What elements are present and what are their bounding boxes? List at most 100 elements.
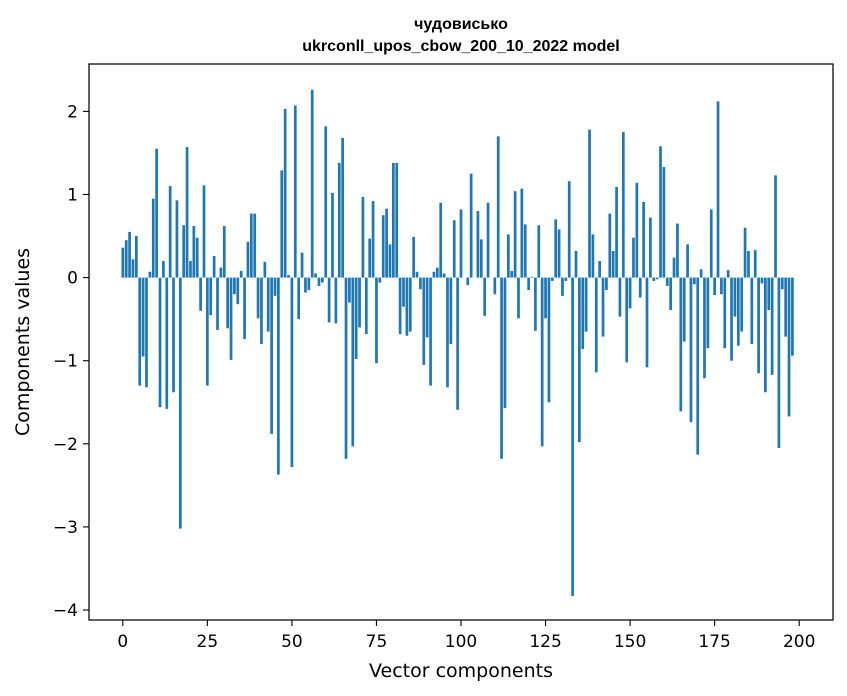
x-tick-label: 50 xyxy=(281,632,303,652)
bar xyxy=(703,277,706,379)
bar xyxy=(632,237,635,278)
x-tick-label: 150 xyxy=(614,632,646,652)
bar xyxy=(784,277,788,337)
bar xyxy=(246,241,250,278)
bar xyxy=(307,277,311,291)
bar xyxy=(466,277,470,286)
y-axis-ticks: −4 −3 −2 −1 0 1 2 xyxy=(53,102,89,621)
bar xyxy=(266,277,270,332)
bar xyxy=(720,277,723,295)
bar xyxy=(172,277,175,393)
bar xyxy=(716,101,720,278)
bar xyxy=(378,277,382,283)
bar xyxy=(659,146,662,278)
y-tick-label: 0 xyxy=(67,269,78,289)
bar xyxy=(554,219,558,278)
bar xyxy=(310,89,314,278)
bar xyxy=(564,277,568,281)
bar xyxy=(557,229,561,278)
bar xyxy=(351,277,355,447)
bar xyxy=(185,147,189,278)
bar xyxy=(601,277,605,337)
x-axis-ticks: 0 25 50 75 100 125 150 175 200 xyxy=(117,620,815,652)
bar xyxy=(774,175,777,278)
bar xyxy=(665,277,669,286)
bar xyxy=(422,277,426,365)
y-tick-label: −4 xyxy=(53,601,78,621)
bar xyxy=(662,167,666,278)
bar xyxy=(469,173,473,278)
chart-title: чудовисько xyxy=(414,16,508,33)
bar xyxy=(439,202,443,278)
bar xyxy=(260,277,263,345)
bar xyxy=(432,271,436,278)
bar xyxy=(189,260,192,278)
bar xyxy=(419,277,422,290)
bar xyxy=(605,277,608,291)
bar xyxy=(263,261,267,278)
bar xyxy=(530,276,534,278)
bar xyxy=(145,277,148,388)
bar xyxy=(273,277,277,296)
bar xyxy=(168,186,172,278)
bar xyxy=(415,271,419,278)
bar xyxy=(527,277,530,291)
bar xyxy=(392,162,395,278)
y-tick-label: −1 xyxy=(53,352,78,372)
bar xyxy=(669,277,673,310)
bar xyxy=(381,215,385,278)
bar xyxy=(747,251,750,278)
bar xyxy=(209,277,213,315)
bar xyxy=(736,277,740,346)
x-tick-label: 125 xyxy=(529,632,561,652)
bar xyxy=(743,227,747,278)
bar xyxy=(645,277,649,368)
bar xyxy=(182,225,186,278)
bar xyxy=(375,277,378,364)
x-axis-label: Vector components xyxy=(369,660,553,682)
bar xyxy=(151,198,155,278)
bar xyxy=(304,277,307,293)
bar xyxy=(733,277,737,317)
bar xyxy=(452,220,456,278)
bar xyxy=(588,129,591,278)
bar xyxy=(611,251,615,278)
bar xyxy=(324,126,328,278)
bar xyxy=(243,277,246,340)
bar xyxy=(178,277,182,529)
bar xyxy=(689,277,693,423)
bar xyxy=(598,260,602,278)
bar xyxy=(368,238,372,278)
bar xyxy=(628,277,632,309)
x-tick-label: 75 xyxy=(366,632,388,652)
bar xyxy=(780,277,784,290)
bar xyxy=(726,270,730,278)
bar xyxy=(578,277,581,443)
bar xyxy=(364,277,368,335)
bar xyxy=(493,277,497,295)
bar xyxy=(314,273,317,278)
bar xyxy=(216,277,219,330)
bar xyxy=(175,200,179,278)
bar xyxy=(770,277,774,375)
bar xyxy=(550,277,554,281)
y-tick-label: 2 xyxy=(67,102,78,122)
bar xyxy=(500,277,503,459)
bar xyxy=(534,277,537,331)
bar xyxy=(344,277,348,459)
bar xyxy=(642,201,645,278)
bar xyxy=(506,234,510,278)
bar xyxy=(713,277,716,296)
bar xyxy=(544,277,547,319)
bar xyxy=(540,277,544,447)
bar xyxy=(297,277,301,320)
bar xyxy=(655,277,659,280)
bar xyxy=(767,277,771,310)
bar xyxy=(233,277,236,295)
bar xyxy=(280,170,284,278)
bar xyxy=(615,187,618,278)
bar xyxy=(750,277,754,345)
bar xyxy=(649,217,652,278)
bar xyxy=(479,239,483,278)
bar xyxy=(449,277,453,345)
